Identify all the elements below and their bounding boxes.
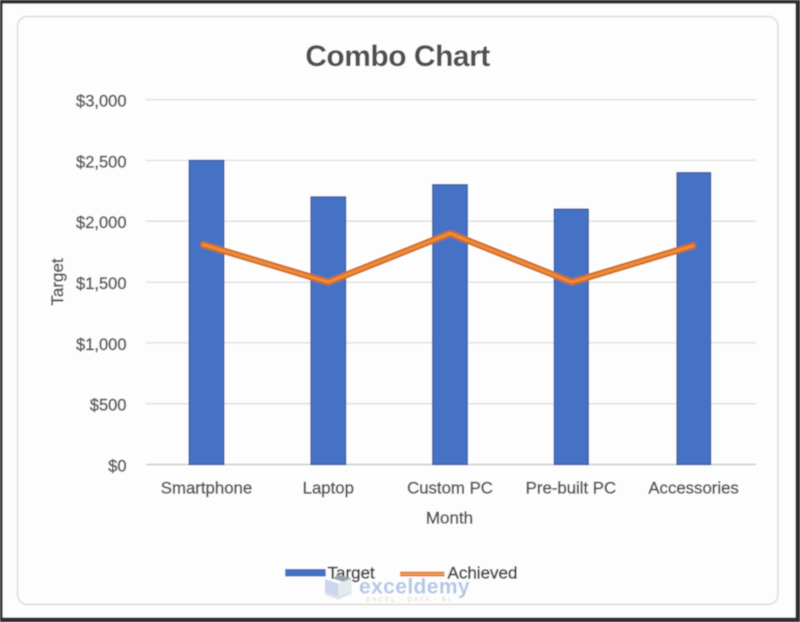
svg-text:$2,000: $2,000 bbox=[76, 214, 126, 232]
svg-text:$3,000: $3,000 bbox=[76, 93, 126, 111]
svg-text:Month: Month bbox=[426, 509, 473, 528]
svg-text:$1,000: $1,000 bbox=[76, 336, 126, 354]
svg-text:$1,500: $1,500 bbox=[76, 275, 126, 293]
svg-text:$500: $500 bbox=[90, 397, 127, 415]
svg-text:$0: $0 bbox=[108, 458, 126, 476]
svg-text:Pre-built PC: Pre-built PC bbox=[526, 479, 616, 498]
svg-text:Smartphone: Smartphone bbox=[161, 479, 252, 498]
svg-text:Combo Chart: Combo Chart bbox=[305, 40, 490, 73]
svg-text:Target: Target bbox=[48, 258, 67, 306]
svg-text:exceldemy: exceldemy bbox=[359, 576, 470, 599]
svg-text:Laptop: Laptop bbox=[303, 479, 354, 498]
svg-text:Achieved: Achieved bbox=[448, 564, 518, 583]
svg-text:$2,500: $2,500 bbox=[76, 153, 126, 171]
svg-text:EXCEL - DATA - BI: EXCEL - DATA - BI bbox=[366, 597, 451, 604]
svg-text:Custom PC: Custom PC bbox=[407, 479, 493, 498]
svg-text:Accessories: Accessories bbox=[648, 479, 738, 498]
